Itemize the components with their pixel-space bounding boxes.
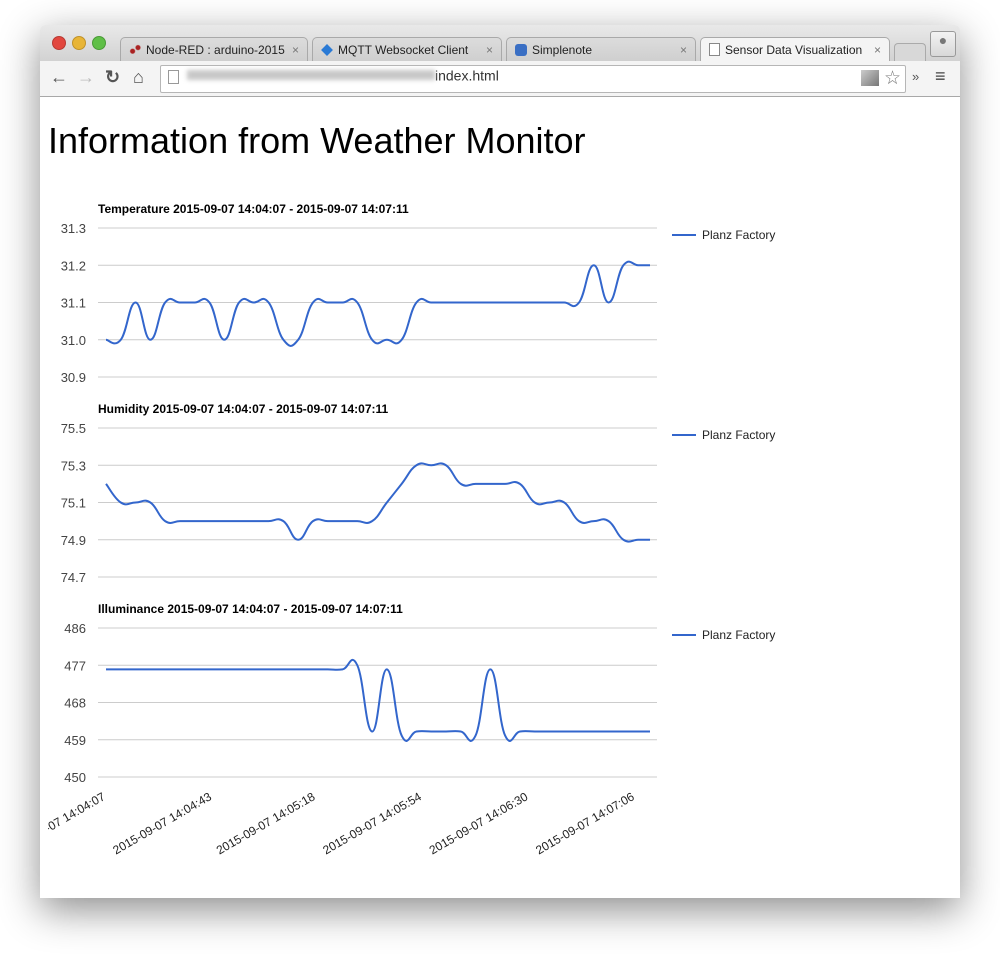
back-icon[interactable]: ← bbox=[50, 67, 68, 87]
address-bar[interactable]: index.html ☆ bbox=[160, 65, 906, 93]
page-content: Information from Weather Monitor bbox=[40, 97, 960, 898]
minimize-window-button[interactable] bbox=[72, 36, 86, 50]
x-tick-label: 2015-09-07 14:05:18 bbox=[214, 789, 318, 857]
x-tick-label: 2015-09-07 14:07:06 bbox=[533, 789, 637, 857]
y-tick-label: 74.7 bbox=[61, 570, 86, 585]
series-line bbox=[105, 462, 650, 543]
x-tick-label: 2015-09-07 14:06:30 bbox=[427, 789, 531, 857]
simplenote-icon bbox=[515, 43, 527, 56]
zoom-window-button[interactable] bbox=[92, 36, 106, 50]
x-tick-label: 2015-09-07 14:05:54 bbox=[320, 789, 424, 857]
new-tab-button[interactable] bbox=[894, 43, 926, 62]
chart-title: Illuminance 2015-09-07 14:04:07 - 2015-0… bbox=[98, 602, 403, 616]
x-tick-label: 2015-09-07 14:04:43 bbox=[110, 789, 214, 857]
tab-close-icon[interactable]: × bbox=[485, 42, 493, 57]
page-icon bbox=[168, 70, 179, 84]
charts: Temperature 2015-09-07 14:04:07 - 2015-0… bbox=[40, 202, 776, 857]
chart-0: Temperature 2015-09-07 14:04:07 - 2015-0… bbox=[61, 202, 776, 385]
tab-mqtt[interactable]: MQTT Websocket Client × bbox=[312, 37, 502, 61]
menu-icon[interactable]: ≡ bbox=[935, 66, 946, 86]
tab-label: MQTT Websocket Client bbox=[338, 42, 469, 57]
tab-label: Simplenote bbox=[532, 42, 593, 57]
chart-2: Illuminance 2015-09-07 14:04:07 - 2015-0… bbox=[40, 602, 775, 857]
legend-label: Planz Factory bbox=[702, 428, 775, 442]
node-red-icon bbox=[129, 43, 141, 56]
y-tick-label: 75.1 bbox=[61, 496, 86, 511]
y-tick-label: 31.3 bbox=[61, 221, 86, 236]
close-window-button[interactable] bbox=[52, 36, 66, 50]
clip-mask bbox=[40, 785, 48, 845]
y-tick-label: 468 bbox=[64, 696, 86, 711]
url-text: index.html bbox=[435, 67, 499, 84]
legend-label: Planz Factory bbox=[702, 228, 775, 242]
y-tick-label: 30.9 bbox=[61, 370, 86, 385]
tab-close-icon[interactable]: × bbox=[679, 42, 687, 57]
browser-window: Node-RED : arduino-2015 × MQTT Websocket… bbox=[40, 25, 960, 898]
extensions-overflow-icon[interactable]: » bbox=[912, 69, 920, 84]
tab-close-icon[interactable]: × bbox=[291, 42, 299, 57]
x-tick-label: 2015-09-07 14:04:07 bbox=[40, 789, 108, 857]
series-line bbox=[105, 260, 650, 347]
legend-label: Planz Factory bbox=[702, 628, 775, 642]
y-tick-label: 31.1 bbox=[61, 296, 86, 311]
y-tick-label: 459 bbox=[64, 733, 86, 748]
profile-icon[interactable]: ● bbox=[930, 31, 956, 57]
star-icon[interactable]: ☆ bbox=[883, 68, 901, 89]
series-line bbox=[105, 658, 650, 742]
chart-title: Temperature 2015-09-07 14:04:07 - 2015-0… bbox=[98, 202, 409, 216]
forward-icon[interactable]: → bbox=[77, 67, 95, 87]
page-title: Information from Weather Monitor bbox=[48, 120, 586, 161]
tab-sensor-data[interactable]: Sensor Data Visualization × bbox=[700, 37, 890, 61]
y-tick-label: 31.0 bbox=[61, 333, 86, 348]
blurred-host bbox=[187, 70, 435, 81]
chart-title: Humidity 2015-09-07 14:04:07 - 2015-09-0… bbox=[98, 402, 389, 416]
image-icon[interactable] bbox=[861, 70, 879, 86]
y-tick-label: 74.9 bbox=[61, 533, 86, 548]
y-tick-label: 75.5 bbox=[61, 421, 86, 436]
toolbar: ← → ↻ ⌂ index.html ☆ » ≡ bbox=[40, 61, 960, 97]
tab-simplenote[interactable]: Simplenote × bbox=[506, 37, 696, 61]
tab-label: Sensor Data Visualization bbox=[725, 42, 863, 57]
reload-icon[interactable]: ↻ bbox=[105, 67, 121, 87]
tab-close-icon[interactable]: × bbox=[873, 42, 881, 57]
y-tick-label: 486 bbox=[64, 621, 86, 636]
y-tick-label: 477 bbox=[64, 658, 86, 673]
chart-1: Humidity 2015-09-07 14:04:07 - 2015-09-0… bbox=[61, 402, 776, 585]
tab-node-red[interactable]: Node-RED : arduino-2015 × bbox=[120, 37, 308, 61]
tab-strip: Node-RED : arduino-2015 × MQTT Websocket… bbox=[40, 25, 960, 62]
tab-label: Node-RED : arduino-2015 bbox=[146, 42, 285, 57]
y-tick-label: 31.2 bbox=[61, 258, 86, 273]
page-icon bbox=[709, 43, 720, 56]
y-tick-label: 450 bbox=[64, 770, 86, 785]
home-icon[interactable]: ⌂ bbox=[133, 67, 144, 87]
y-tick-label: 75.3 bbox=[61, 458, 86, 473]
